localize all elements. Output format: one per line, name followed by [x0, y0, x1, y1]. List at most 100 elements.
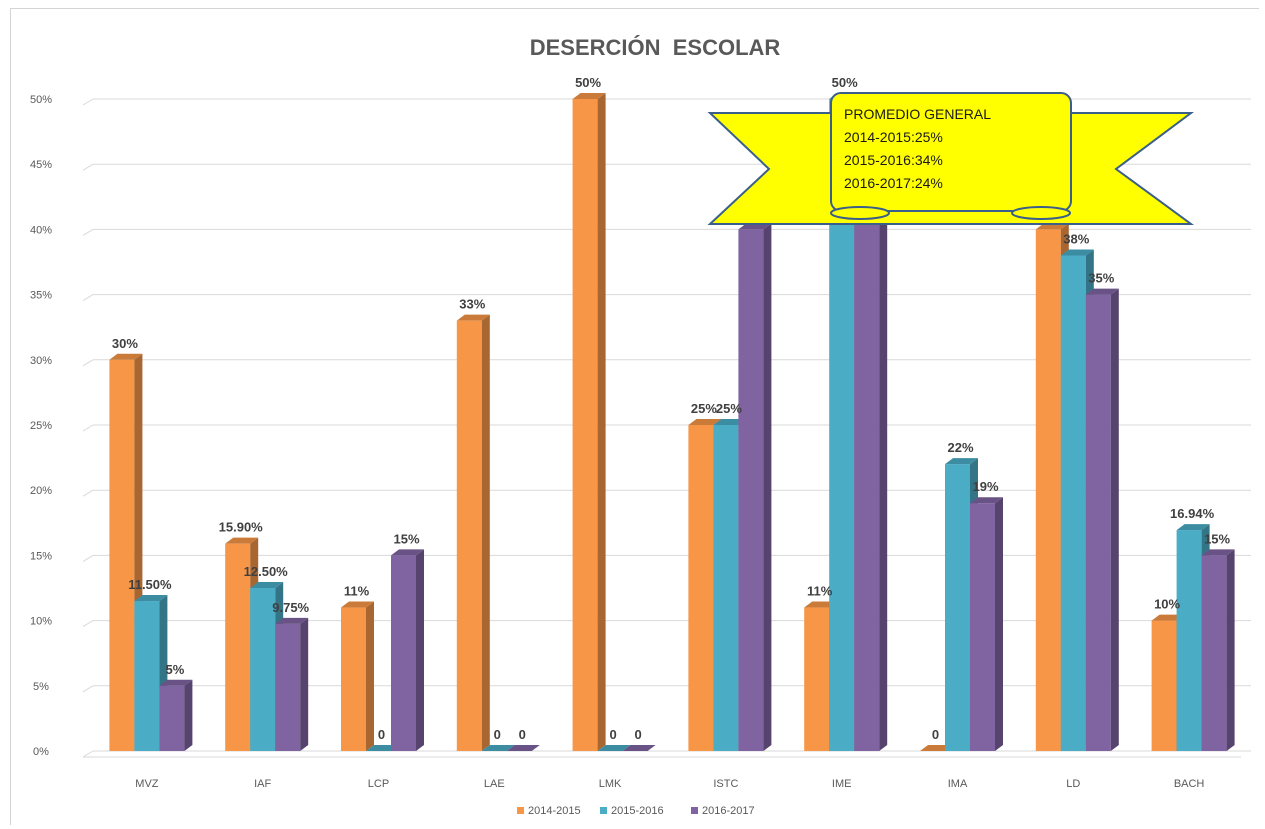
data-label: 25%	[716, 401, 742, 416]
bar	[572, 93, 606, 751]
legend-label: 2014-2015	[528, 805, 581, 817]
bar	[738, 223, 772, 751]
data-label: 0	[378, 727, 385, 742]
data-label: 38%	[1063, 231, 1089, 246]
gridline-depth	[82, 750, 94, 758]
bar	[275, 617, 309, 751]
gridline-depth	[82, 294, 94, 302]
banner-curl-right	[1011, 206, 1071, 220]
data-label: 22%	[947, 440, 973, 455]
banner-panel	[830, 92, 1072, 212]
y-axis-ticks: 0% 5% 10% 15% 20% 25% 30% 35% 40% 45% 50%	[30, 94, 52, 758]
data-label: 50%	[575, 75, 601, 90]
data-label: 10%	[1154, 597, 1180, 612]
bar	[506, 745, 540, 751]
data-label: 35%	[1088, 271, 1114, 286]
data-label: 11.50%	[128, 577, 172, 592]
bar	[109, 353, 143, 751]
bar	[622, 745, 656, 751]
y-tick-label: 5%	[33, 681, 49, 693]
gridline-depth	[82, 163, 94, 171]
y-tick-label: 25%	[30, 420, 52, 432]
gridline-depth	[82, 685, 94, 693]
legend-item: 2015-2016	[600, 805, 664, 817]
banner-text-line: 2016-2017:24%	[844, 175, 943, 191]
x-tick-label: IAF	[254, 778, 271, 790]
x-tick-label: LAE	[484, 778, 505, 790]
bar	[1201, 549, 1235, 751]
y-tick-label: 30%	[30, 355, 52, 367]
data-label: 16.94%	[1170, 506, 1215, 521]
data-label: 15%	[393, 531, 419, 546]
legend-label: 2016-2017	[702, 805, 755, 817]
gridline-depth	[82, 620, 94, 628]
data-label: 0	[609, 727, 616, 742]
data-label: 0	[932, 727, 939, 742]
data-label: 0	[634, 727, 641, 742]
banner-text-line: 2014-2015:25%	[844, 129, 943, 145]
data-label: 33%	[459, 297, 485, 312]
banner-text-line: PROMEDIO GENERAL	[844, 106, 991, 122]
gridline-depth	[82, 489, 94, 497]
data-label: 11%	[807, 584, 833, 599]
legend-label: 2015-2016	[611, 805, 664, 817]
legend-swatch	[517, 807, 524, 814]
data-label: 12.50%	[244, 564, 289, 579]
data-label: 0	[494, 727, 501, 742]
x-tick-label: MVZ	[135, 778, 159, 790]
bar	[391, 549, 424, 751]
x-tick-label: ISTC	[713, 778, 738, 790]
y-tick-label: 35%	[30, 290, 52, 302]
x-tick-label: LMK	[599, 778, 622, 790]
y-tick-label: 15%	[30, 550, 52, 562]
bar	[159, 679, 193, 751]
bar	[366, 745, 399, 751]
bar	[341, 601, 374, 751]
bar	[456, 314, 490, 751]
legend-swatch	[691, 807, 698, 814]
bar	[1085, 288, 1119, 751]
gridline-depth	[82, 228, 94, 236]
x-tick-label: IMA	[948, 778, 968, 790]
y-tick-label: 10%	[30, 616, 52, 628]
bars	[109, 93, 1235, 752]
data-labels: 30% 11.50% 5% 15.90% 12.50% 9.75% 11% 0 15% 33% 0 0…	[112, 75, 1231, 742]
banner-text-line: 2015-2016:34%	[844, 152, 943, 168]
gridline-depth	[82, 424, 94, 432]
legend-item: 2016-2017	[691, 805, 755, 817]
data-label: 0	[519, 727, 526, 742]
bar	[920, 745, 953, 751]
x-tick-label: BACH	[1174, 778, 1205, 790]
data-label: 5%	[166, 662, 185, 677]
y-tick-label: 40%	[30, 224, 52, 236]
legend-item: 2014-2015	[517, 805, 581, 817]
y-tick-label: 50%	[30, 94, 52, 106]
x-tick-label: LD	[1066, 778, 1080, 790]
bar	[970, 497, 1003, 751]
bar	[481, 745, 515, 751]
x-tick-label: IME	[832, 778, 852, 790]
chart-frame: 0% 5% 10% 15% 20% 25% 30% 35% 40% 45% 50% 30% 11.50…	[10, 8, 1259, 825]
y-tick-label: 0%	[33, 746, 49, 758]
data-label: 50%	[832, 75, 858, 90]
x-axis-ticks: MVZ IAF LCP LAE LMK ISTC IME IMA LD BACH	[135, 778, 1204, 790]
data-label: 15%	[1204, 531, 1230, 546]
data-label: 19%	[972, 479, 998, 494]
legend: 2014-2015 2015-2016 2016-2017	[517, 805, 755, 817]
data-label: 9.75%	[272, 600, 309, 615]
annotation-banner: PROMEDIO GENERAL 2014-2015:25% 2015-2016:3…	[707, 92, 1195, 225]
data-label: 15.90%	[219, 520, 264, 535]
data-label: 30%	[112, 336, 138, 351]
gridline-depth	[82, 98, 94, 106]
x-tick-label: LCP	[368, 778, 389, 790]
y-tick-label: 20%	[30, 485, 52, 497]
y-tick-label: 45%	[30, 159, 52, 171]
gridline-depth	[82, 359, 94, 367]
legend-swatch	[600, 807, 607, 814]
data-label: 11%	[344, 584, 370, 599]
bar-chart: 0% 5% 10% 15% 20% 25% 30% 35% 40% 45% 50% 30% 11.50…	[30, 35, 1251, 817]
data-label: 25%	[691, 401, 717, 416]
gridline-depth	[82, 554, 94, 562]
banner-curl-left	[830, 206, 890, 220]
bar	[597, 745, 631, 751]
